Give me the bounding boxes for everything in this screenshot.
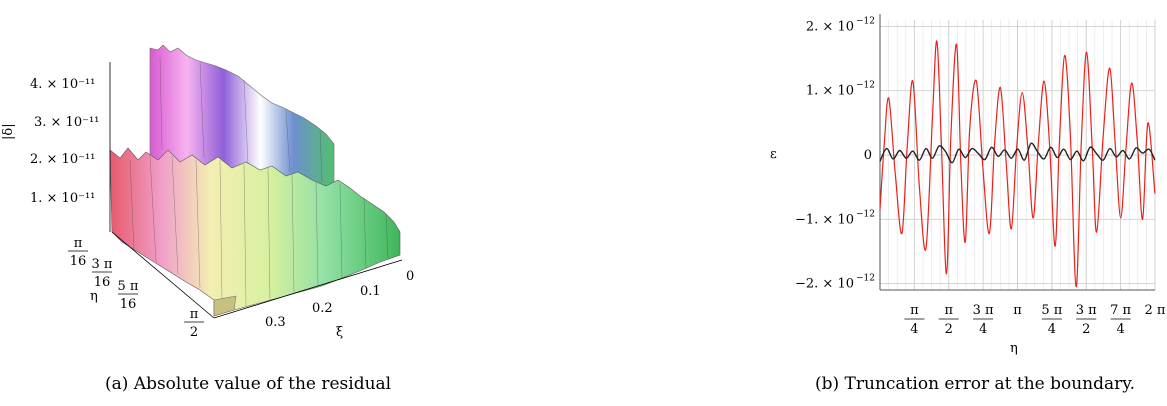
y-tick-label: 2. × 10 bbox=[806, 19, 854, 34]
eta-tick-den: 16 bbox=[70, 254, 87, 269]
y-tick-0: 2. × 10 −12 bbox=[806, 16, 875, 34]
residual-surface-plot bbox=[109, 44, 403, 319]
x-tick-num: π bbox=[910, 303, 919, 318]
xi-tick-3: 0.3 bbox=[265, 315, 286, 330]
series-red-line bbox=[879, 40, 1156, 288]
eta-tick-2: 3 π16 bbox=[92, 257, 113, 290]
y-tick-label: 0 bbox=[864, 148, 872, 163]
y-tick-label: −2. × 10 bbox=[795, 277, 854, 292]
y-axis-label: ε bbox=[770, 147, 777, 162]
eta-tick-3: 5 π16 bbox=[118, 279, 139, 312]
z-tick-labels: 4. × 10⁻¹¹ 2. × 10⁻¹¹ 1. × 10⁻¹¹ 3. × 10… bbox=[30, 77, 99, 206]
z-axis-label: |δ| bbox=[1, 123, 16, 140]
x-tick-den: 2 bbox=[1082, 322, 1090, 337]
x-tick-den: 4 bbox=[910, 322, 918, 337]
surface-front bbox=[109, 147, 401, 317]
x-tick-3: π bbox=[1013, 303, 1022, 318]
x-tick-num: π bbox=[944, 303, 953, 318]
x-tick-den: 2 bbox=[945, 322, 953, 337]
figure-canvas: 4. × 10⁻¹¹ 2. × 10⁻¹¹ 1. × 10⁻¹¹ 3. × 10… bbox=[1, 14, 1166, 356]
y-tick-labels: 2. × 10 −121. × 10 −120−1. × 10 −12−2. × 10… bbox=[795, 16, 875, 291]
x-tick-num: 3 π bbox=[973, 303, 994, 318]
x-tick-den: 4 bbox=[1116, 322, 1124, 337]
eta-tick-num: π bbox=[74, 236, 83, 251]
z-tick-3: 3. × 10⁻¹¹ bbox=[34, 115, 99, 130]
eta-tick-num: 3 π bbox=[92, 257, 113, 272]
z-tick-4: 4. × 10⁻¹¹ bbox=[30, 77, 95, 92]
plot-series bbox=[879, 40, 1156, 288]
x-tick-5: 3 π2 bbox=[1076, 303, 1097, 337]
surface-side-face bbox=[213, 295, 237, 317]
truncation-error-plot: 2. × 10 −121. × 10 −120−1. × 10 −12−2. × 10… bbox=[795, 14, 1166, 337]
series-black-line bbox=[879, 142, 1156, 164]
xi-tick-2: 0.2 bbox=[312, 301, 333, 316]
eta-tick-den: 16 bbox=[120, 297, 137, 312]
x-tick-1: π2 bbox=[938, 303, 959, 337]
xi-axis-label: ξ bbox=[336, 325, 343, 340]
x-tick-den: 4 bbox=[979, 322, 987, 337]
x-tick-label: 2 π bbox=[1145, 303, 1166, 318]
x-tick-0: π4 bbox=[904, 303, 925, 337]
eta-axis-label: η bbox=[90, 289, 98, 304]
y-tick-3: −1. × 10 −12 bbox=[795, 209, 875, 227]
x-tick-2: 3 π4 bbox=[973, 303, 994, 337]
y-tick-1: 1. × 10 −12 bbox=[806, 81, 875, 99]
y-tick-4: −2. × 10 −12 bbox=[795, 274, 875, 292]
eta-tick-den: 2 bbox=[190, 325, 198, 340]
eta-tick-1: π 16 bbox=[68, 236, 88, 269]
eta-tick-4: π2 bbox=[184, 307, 204, 340]
z-tick-1: 1. × 10⁻¹¹ bbox=[30, 191, 95, 206]
x-tick-4: 5 π4 bbox=[1041, 303, 1062, 337]
x-tick-num: 3 π bbox=[1076, 303, 1097, 318]
y-tick-exponent: −12 bbox=[856, 209, 875, 219]
eta-tick-den: 16 bbox=[94, 275, 111, 290]
caption-b: (b) Truncation error at the boundary. bbox=[815, 374, 1136, 394]
surface-mesh-lines bbox=[129, 57, 389, 307]
xi-tick-0: 0 bbox=[406, 269, 414, 284]
x-tick-den: 4 bbox=[1048, 322, 1056, 337]
x-tick-6: 7 π4 bbox=[1110, 303, 1131, 337]
x-tick-num: 7 π bbox=[1110, 303, 1131, 318]
eta-tick-num: 5 π bbox=[118, 279, 139, 294]
y-tick-label: 1. × 10 bbox=[806, 84, 854, 99]
eta-axis-line bbox=[111, 231, 215, 319]
plot-axes bbox=[879, 14, 1155, 291]
xi-axis-line bbox=[213, 259, 403, 319]
y-tick-label: −1. × 10 bbox=[795, 212, 854, 227]
y-tick-exponent: −12 bbox=[856, 81, 875, 91]
caption-a: (a) Absolute value of the residual bbox=[105, 374, 392, 394]
y-tick-2: 0 bbox=[864, 148, 872, 163]
xi-tick-1: 0.1 bbox=[360, 284, 381, 299]
z-tick-2: 2. × 10⁻¹¹ bbox=[30, 152, 95, 167]
xi-tick-labels: 0 0.1 0.2 0.3 bbox=[265, 269, 414, 330]
y-tick-exponent: −12 bbox=[856, 16, 875, 26]
x-axis-label: η bbox=[1010, 341, 1018, 356]
x-tick-label: π bbox=[1013, 303, 1022, 318]
y-tick-exponent: −12 bbox=[856, 274, 875, 284]
x-tick-7: 2 π bbox=[1145, 303, 1166, 318]
eta-tick-num: π bbox=[190, 307, 199, 322]
x-tick-num: 5 π bbox=[1041, 303, 1062, 318]
